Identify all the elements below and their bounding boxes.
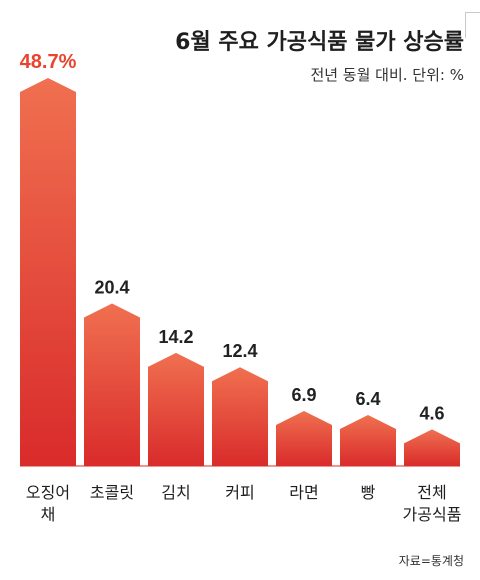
- bar: [276, 411, 332, 466]
- category-label: 가공식품: [403, 505, 462, 524]
- bar: [84, 303, 140, 466]
- category-label: 김치: [161, 483, 190, 502]
- category-label: 오징어: [26, 483, 70, 502]
- bar: [212, 367, 268, 466]
- value-labels: 48.7% 20.4 14.2 12.4 6.9 6.4 4.6: [20, 51, 445, 423]
- category-label: 커피: [225, 483, 254, 502]
- chart-title: 6월 주요 가공식품 물가 상승률: [175, 30, 464, 55]
- bar-series: [20, 78, 460, 466]
- value-label: 4.6: [419, 403, 444, 423]
- value-label: 14.2: [158, 327, 193, 347]
- chart-subtitle: 전년 동월 대비. 단위: %: [310, 66, 464, 84]
- value-label: 6.4: [355, 389, 380, 409]
- category-label: 전체: [417, 483, 446, 502]
- value-label: 48.7%: [20, 51, 77, 73]
- category-label: 초콜릿: [90, 483, 134, 502]
- bar: [340, 415, 396, 466]
- category-label: 채: [41, 505, 56, 524]
- source-note: 자료=통계청: [398, 554, 464, 568]
- bar: [404, 429, 460, 466]
- value-label: 6.9: [291, 385, 316, 405]
- value-label: 12.4: [222, 341, 257, 361]
- bar: [20, 78, 76, 466]
- corner-vertical-rule: [465, 12, 466, 38]
- value-label: 20.4: [94, 277, 129, 297]
- corner-horizontal-rule: [465, 12, 480, 13]
- category-label: 빵: [361, 483, 376, 502]
- bar: [148, 352, 204, 466]
- category-label: 라면: [289, 483, 318, 502]
